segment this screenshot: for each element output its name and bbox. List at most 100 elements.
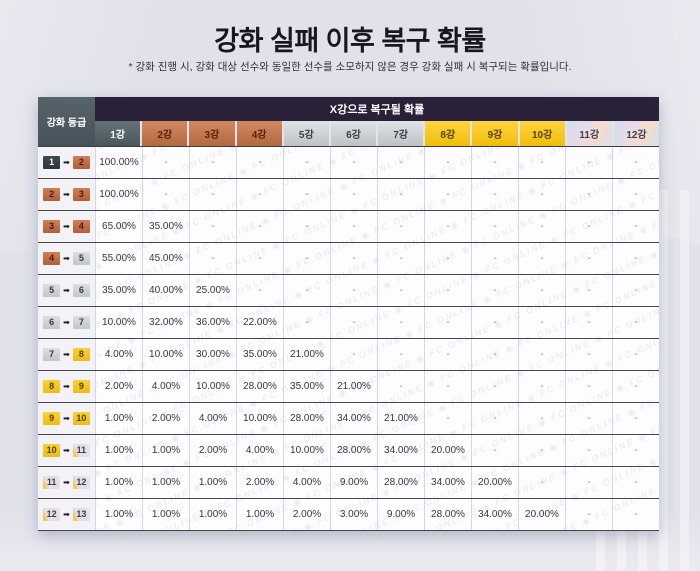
probability-cell: - [424, 339, 471, 370]
level-badge-to: 9 [72, 380, 90, 393]
probability-cell: - [612, 243, 659, 274]
probability-cell: - [424, 243, 471, 274]
probability-cell: - [471, 371, 518, 402]
column-header-4강: 4강 [236, 121, 282, 146]
row-label: 8 ➡ 9 [38, 371, 95, 402]
level-badge-to: 7 [72, 316, 90, 329]
probability-cell: - [518, 371, 565, 402]
probability-cell: - [518, 403, 565, 434]
probability-cell: - [424, 275, 471, 306]
probability-cell: - [330, 275, 377, 306]
probability-cell: - [612, 211, 659, 242]
probability-cell: - [518, 179, 565, 210]
probability-cell: 45.00% [142, 243, 189, 274]
row-label: 2 ➡ 3 [38, 179, 95, 210]
table-row-10-to-11: 10 ➡ 11 1.00% 1.00% 2.00% 4.00% 10.00% 28.00% 34.… [38, 435, 659, 467]
probability-cell: 35.00% [142, 211, 189, 242]
probability-cell: 1.00% [142, 467, 189, 498]
probability-cell: - [612, 371, 659, 402]
level-badge-from: 10 [43, 444, 61, 457]
column-header-3강: 3강 [189, 121, 235, 146]
probability-cell: - [565, 339, 612, 370]
probability-cell: - [612, 499, 659, 530]
probability-cell: 21.00% [283, 339, 330, 370]
probability-cell: - [565, 435, 612, 466]
probability-cell: - [565, 275, 612, 306]
probability-cell: 2.00% [236, 467, 283, 498]
probability-cell: - [330, 243, 377, 274]
arrow-right-icon: ➡ [63, 190, 70, 199]
probability-cell: 4.00% [142, 371, 189, 402]
column-header-10강: 10강 [519, 121, 565, 146]
table-row-1-to-2: 1 ➡ 2 100.00% - - - - - - - - - - - [38, 147, 659, 179]
table-row-6-to-7: 6 ➡ 7 10.00% 32.00% 36.00% 22.00% - - - - - - - - [38, 307, 659, 339]
probability-cell: - [377, 307, 424, 338]
probability-cell: 28.00% [330, 435, 377, 466]
probability-cell: 1.00% [95, 467, 142, 498]
level-badge-to: 2 [72, 156, 90, 169]
probability-cell: 36.00% [189, 307, 236, 338]
probability-cell: - [565, 499, 612, 530]
page-title: 강화 실패 이후 복구 확률 [214, 26, 486, 56]
level-badge-from: 3 [43, 220, 61, 233]
probability-cell: 34.00% [330, 403, 377, 434]
probability-cell: - [518, 339, 565, 370]
probability-cell: - [424, 147, 471, 178]
probability-cell: 4.00% [95, 339, 142, 370]
probability-cell: 2.00% [189, 435, 236, 466]
arrow-right-icon: ➡ [63, 382, 70, 391]
row-label: 1 ➡ 2 [38, 147, 95, 178]
arrow-right-icon: ➡ [63, 350, 70, 359]
table-row-5-to-6: 5 ➡ 6 35.00% 40.00% 25.00% - - - - - - - - - [38, 275, 659, 307]
probability-cell: 1.00% [142, 435, 189, 466]
probability-cell: 100.00% [95, 179, 142, 210]
level-badge-from: 8 [43, 380, 61, 393]
probability-cell: - [377, 211, 424, 242]
probability-cell: 10.00% [283, 435, 330, 466]
level-badge-from: 12 [43, 508, 61, 521]
level-badge-from: 4 [43, 252, 61, 265]
probability-cell: - [283, 179, 330, 210]
probability-cell: - [189, 179, 236, 210]
probability-cell: 28.00% [424, 499, 471, 530]
probability-cell: 9.00% [377, 499, 424, 530]
probability-cell: 2.00% [283, 499, 330, 530]
probability-cell: - [518, 147, 565, 178]
row-label: 9 ➡ 10 [38, 403, 95, 434]
row-label: 4 ➡ 5 [38, 243, 95, 274]
probability-cell: - [518, 467, 565, 498]
arrow-right-icon: ➡ [63, 254, 70, 263]
row-label: 11 ➡ 12 [38, 467, 95, 498]
level-badge-to: 11 [72, 444, 90, 457]
probability-cell: - [283, 275, 330, 306]
arrow-right-icon: ➡ [63, 414, 70, 423]
probability-cell: 35.00% [236, 339, 283, 370]
row-label: 10 ➡ 11 [38, 435, 95, 466]
probability-cell: - [471, 243, 518, 274]
probability-cell: 4.00% [236, 435, 283, 466]
level-badge-to: 5 [72, 252, 90, 265]
table-body: ◉ FC ONLINE ◉ FC ONLINE ◉ FC ONLINE ◉ FC… [38, 147, 659, 531]
probability-cell: - [283, 243, 330, 274]
probability-cell: 35.00% [283, 371, 330, 402]
table-row-9-to-10: 9 ➡ 10 1.00% 2.00% 4.00% 10.00% 28.00% 34.00% 21.… [38, 403, 659, 435]
probability-cell: 1.00% [95, 435, 142, 466]
probability-cell: - [612, 179, 659, 210]
level-badge-from: 5 [43, 284, 61, 297]
column-header-9강: 9강 [472, 121, 518, 146]
probability-cell: - [612, 275, 659, 306]
probability-cell: - [471, 339, 518, 370]
table-row-3-to-4: 3 ➡ 4 65.00% 35.00% - - - - - - - - - - [38, 211, 659, 243]
probability-cell: 28.00% [377, 467, 424, 498]
column-header-12강: 12강 [613, 121, 660, 146]
probability-cell: - [612, 467, 659, 498]
level-badge-to: 13 [72, 508, 90, 521]
probability-cell: 25.00% [189, 275, 236, 306]
probability-cell: 22.00% [236, 307, 283, 338]
probability-cell: - [377, 275, 424, 306]
table-row-8-to-9: 8 ➡ 9 2.00% 4.00% 10.00% 28.00% 35.00% 21.00% - - -… [38, 371, 659, 403]
probability-cell: - [189, 147, 236, 178]
probability-cell: 10.00% [142, 339, 189, 370]
recovery-probability-table: 강화 등급 X강으로 복구될 확률 1강 2강 3강 4강 5강 6강 7강 8강 9강 10강 1… [38, 97, 660, 531]
